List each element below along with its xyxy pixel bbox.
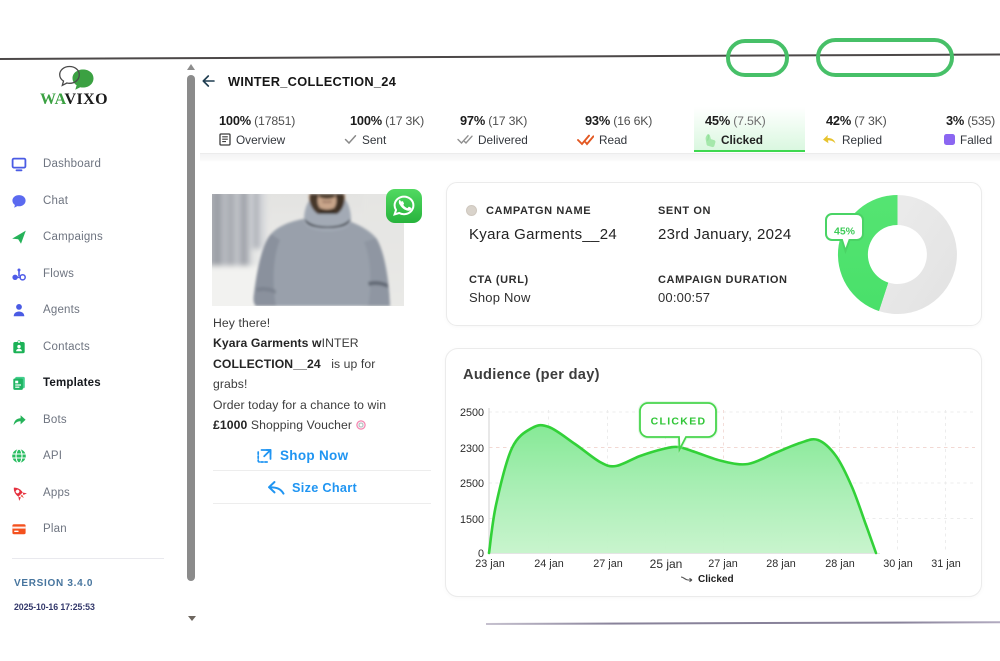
svg-text:45%: 45% (834, 226, 856, 238)
svg-text:CLICKED: CLICKED (651, 416, 707, 428)
